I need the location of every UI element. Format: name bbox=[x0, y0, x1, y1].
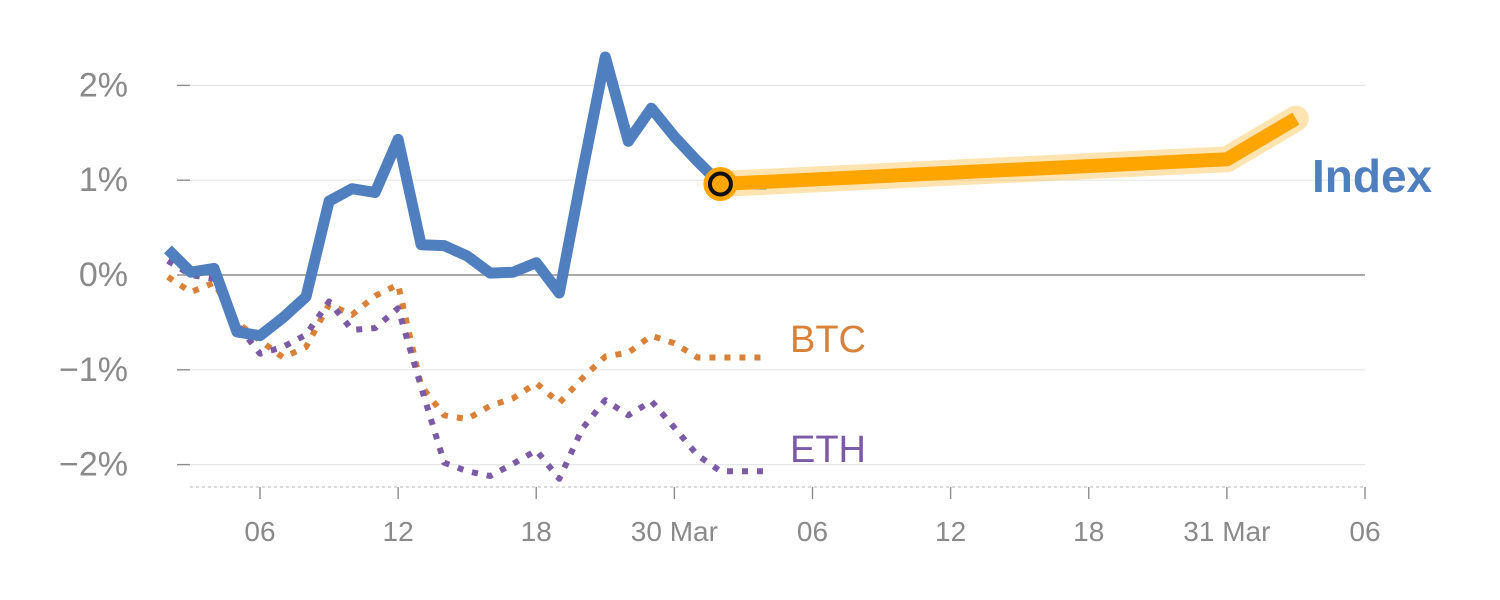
x-tick-label: 18 bbox=[521, 516, 552, 547]
series-lines bbox=[164, 51, 767, 482]
x-tick-label: 31 Mar bbox=[1183, 516, 1270, 547]
x-tick-label: 06 bbox=[797, 516, 828, 547]
x-tick-label: 18 bbox=[1073, 516, 1104, 547]
y-tick-label: 1% bbox=[79, 161, 128, 199]
btc-line bbox=[166, 274, 767, 423]
y-tick-label: 0% bbox=[79, 256, 128, 294]
x-tick-label: 12 bbox=[935, 516, 966, 547]
x-tick-label: 06 bbox=[244, 516, 275, 547]
x-tick-label: 12 bbox=[383, 516, 414, 547]
btc-series-label: BTC bbox=[790, 319, 866, 361]
forecast-line bbox=[720, 112, 1300, 191]
y-tick-label: 2% bbox=[79, 66, 128, 104]
x-axis: 06 12 18 30 Mar 06 12 18 31 Mar 06 bbox=[190, 486, 1381, 547]
y-tick-label: −1% bbox=[59, 351, 128, 389]
y-tick-label: −2% bbox=[59, 446, 128, 484]
series-labels: Index BTC ETH bbox=[790, 150, 1433, 471]
current-value-marker bbox=[707, 171, 733, 197]
index-series-label: Index bbox=[1312, 150, 1433, 202]
x-tick-label: 30 Mar bbox=[631, 516, 718, 547]
y-axis: 2% 1% 0% −1% −2% bbox=[59, 66, 190, 484]
gridlines bbox=[190, 84, 1365, 466]
index-line bbox=[164, 51, 767, 342]
eth-series-label: ETH bbox=[790, 429, 866, 471]
index-forecast bbox=[703, 105, 1309, 201]
x-tick-label: 06 bbox=[1349, 516, 1380, 547]
